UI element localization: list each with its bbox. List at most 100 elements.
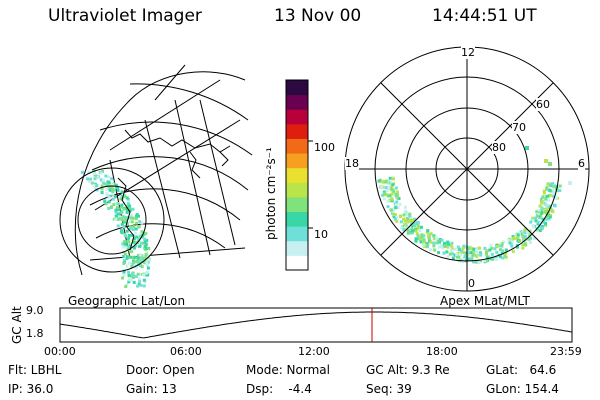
aurora-pixel xyxy=(510,244,514,248)
aurora-pixel xyxy=(493,247,497,251)
aurora-pixel xyxy=(390,197,394,201)
aurora-pixel xyxy=(390,192,394,196)
aurora-pixel xyxy=(475,255,479,258)
aurora-pixel xyxy=(130,264,134,268)
aurora-pixel xyxy=(446,240,450,244)
aurora-pixel xyxy=(415,232,419,236)
aurora-pixel xyxy=(96,176,100,180)
timeline-y-tick-9: 9.0 xyxy=(26,304,44,317)
aurora-pixel xyxy=(536,220,540,224)
orbit-timeline xyxy=(59,307,573,343)
aurora-pixel xyxy=(105,187,109,191)
aurora-pixel xyxy=(423,240,426,244)
aurora-pixel xyxy=(123,195,127,199)
aurora-pixel xyxy=(394,186,398,190)
aurora-pixel xyxy=(114,208,118,212)
aurora-pixel xyxy=(395,196,399,199)
aurora-pixel xyxy=(469,251,473,255)
lat-label-60: 60 xyxy=(536,98,550,111)
aurora-pixel xyxy=(89,177,93,181)
aurora-pixel xyxy=(442,251,446,255)
aurora-pixel xyxy=(111,197,115,201)
aurora-pixel xyxy=(121,242,125,246)
aurora-pixel xyxy=(146,266,150,270)
aurora-pixel xyxy=(420,235,424,239)
aurora-pixel xyxy=(509,242,513,246)
aurora-pixel xyxy=(421,243,425,247)
aurora-pixel xyxy=(116,185,120,189)
aurora-pixel xyxy=(524,243,528,247)
aurora-pixel xyxy=(90,181,94,185)
aurora-pixel xyxy=(391,210,395,213)
aurora-pixel xyxy=(107,175,111,179)
aurora-pixel xyxy=(144,242,148,246)
aurora-pixel xyxy=(534,216,537,220)
info-gain: Gain: 13 xyxy=(126,382,177,396)
aurora-pixel xyxy=(142,273,145,277)
info-filter: Flt: LBHL xyxy=(8,363,62,377)
aurora-pixel xyxy=(388,194,392,198)
polar-plot xyxy=(344,46,590,292)
aurora-pixel xyxy=(402,228,406,232)
aurora-pixel xyxy=(471,253,475,257)
aurora-pixel xyxy=(146,254,150,258)
aurora-pixel xyxy=(516,233,520,237)
aurora-pixel xyxy=(125,207,129,211)
aurora-pixel xyxy=(558,184,562,188)
aurora-pixel xyxy=(485,252,488,256)
aurora-pixel xyxy=(450,241,454,245)
aurora-pixel xyxy=(521,246,525,250)
colorbar-tick-10: 10 xyxy=(314,228,328,241)
aurora-pixel xyxy=(384,180,388,184)
aurora-pixel xyxy=(140,254,144,258)
aurora-pixel xyxy=(531,224,535,228)
aurora-pixel xyxy=(413,217,417,221)
aurora-pixel xyxy=(407,231,411,235)
aurora-pixel xyxy=(116,213,120,216)
aurora-pixel xyxy=(538,216,542,220)
aurora-pixel xyxy=(135,235,139,239)
aurora-pixel xyxy=(467,257,470,261)
aurora-pixel xyxy=(429,240,433,244)
info-glat: GLat: 64.6 xyxy=(486,363,557,377)
aurora-pixel xyxy=(485,259,489,263)
aurora-pixel xyxy=(138,244,142,248)
aurora-pixel xyxy=(523,235,526,239)
aurora-pixel xyxy=(126,209,130,213)
aurora-pixel xyxy=(390,188,394,192)
aurora-pixel xyxy=(127,273,131,277)
aurora-pixel xyxy=(399,215,402,219)
geo-panel-label: Geographic Lat/Lon xyxy=(68,294,186,308)
aurora-pixel xyxy=(132,225,136,229)
aurora-pixel xyxy=(540,199,544,203)
aurora-pixel xyxy=(134,227,138,231)
aurora-pixel xyxy=(119,197,123,201)
aurora-pixel xyxy=(422,234,426,238)
aurora-pixel xyxy=(477,261,481,265)
aurora-pixel xyxy=(441,244,445,248)
aurora-pixel xyxy=(521,243,525,247)
aurora-pixel xyxy=(548,204,552,208)
aurora-pixel xyxy=(119,205,123,209)
aurora-pixel xyxy=(132,280,136,284)
aurora-pixel xyxy=(135,213,139,217)
aurora-pixel xyxy=(122,240,126,244)
aurora-pixel xyxy=(129,274,133,278)
aurora-pixel xyxy=(536,212,540,216)
aurora-pixel xyxy=(123,242,127,246)
aurora-pixel xyxy=(413,224,416,228)
aurora-pixel xyxy=(399,220,403,224)
aurora-pixel xyxy=(142,259,146,262)
aurora-pixel xyxy=(544,221,548,225)
aurora-pixel xyxy=(132,237,136,241)
aurora-pixel xyxy=(144,254,148,258)
aurora-pixel xyxy=(521,239,525,243)
aurora-pixel xyxy=(116,202,120,205)
aurora-pixel xyxy=(552,194,556,198)
aurora-pixel xyxy=(143,280,147,284)
aurora-pixel xyxy=(415,227,419,231)
aurora-pixel xyxy=(462,251,466,254)
aurora-pixel xyxy=(433,248,437,252)
aurora-pixel xyxy=(105,192,109,196)
aurora-pixel xyxy=(419,240,423,244)
